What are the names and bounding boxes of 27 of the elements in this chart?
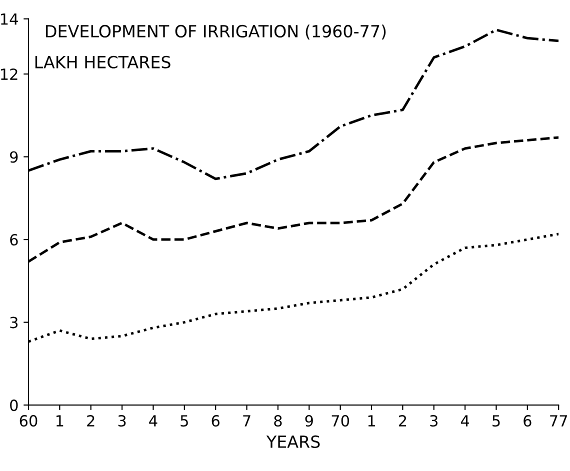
x-tick-label: 3 <box>118 415 126 427</box>
y-tick-label: 3 <box>10 316 18 328</box>
y-tick-label: 0 <box>10 400 18 412</box>
y-tick-label: 6 <box>10 234 18 246</box>
y-tick-label: 9 <box>10 151 18 163</box>
y-tick-label: 14 <box>1 14 18 25</box>
x-tick-label: 6 <box>524 415 532 427</box>
x-tick-label: 77 <box>550 415 568 426</box>
x-tick-label: 8 <box>274 415 282 427</box>
x-tick-label: 1 <box>56 415 64 426</box>
x-tick-label: 4 <box>149 415 158 426</box>
x-tick-label: 1 <box>368 415 375 426</box>
x-tick-label: 6 <box>212 415 220 427</box>
x-tick-label: 60 <box>20 415 38 427</box>
x-tick-label: 2 <box>87 415 94 426</box>
x-tick-label: 70 <box>332 415 350 427</box>
x-tick-label: 5 <box>180 415 188 427</box>
text: LAKH HECTARES <box>35 56 170 68</box>
y-tick-label: 12 <box>1 68 18 80</box>
chart-title: DEVELOPMENT OF IRRIGATION (1960-77) <box>46 24 386 40</box>
x-tick-label: 3 <box>430 415 438 427</box>
x-tick-label: 2 <box>398 415 406 426</box>
x-tick-label: 5 <box>492 415 500 427</box>
x-tick-label: 7 <box>243 415 250 426</box>
x-tick-label: 4 <box>460 415 470 426</box>
x-tick-label: 9 <box>305 415 313 427</box>
x-axis-title: YEARS <box>266 435 320 448</box>
